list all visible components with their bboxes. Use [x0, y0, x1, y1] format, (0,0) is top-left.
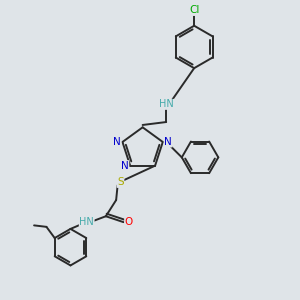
Text: HN: HN	[159, 99, 174, 110]
Text: N: N	[164, 137, 172, 147]
Text: S: S	[117, 177, 124, 188]
Text: N: N	[121, 161, 129, 171]
Text: O: O	[125, 217, 133, 227]
Text: N: N	[113, 137, 121, 147]
Text: Cl: Cl	[189, 5, 200, 15]
Text: HN: HN	[79, 217, 94, 227]
